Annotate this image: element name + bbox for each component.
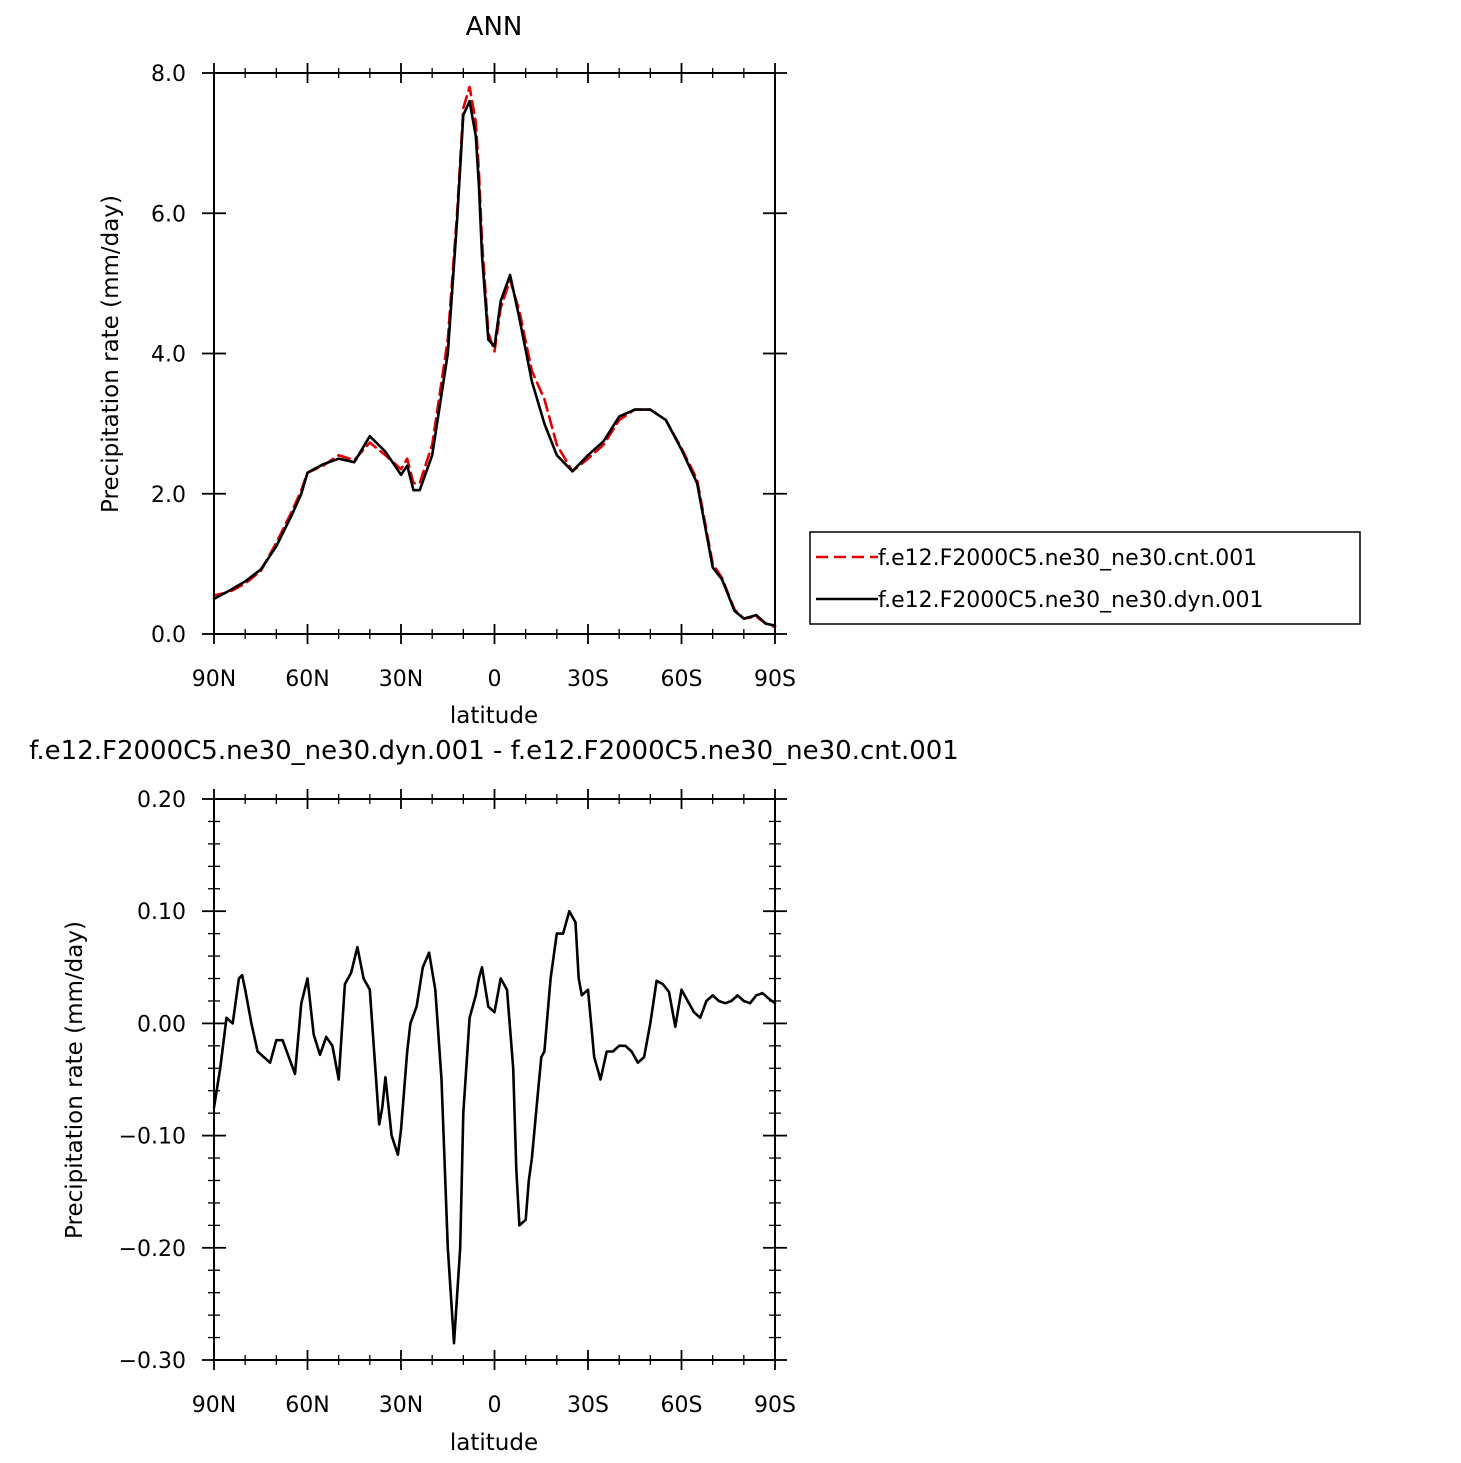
- tick-group: 90N 60N 30N 0 30S 60S 90S 0.0 2.0 4.0 6.0 8.0: [151, 62, 796, 692]
- x-axis-label: latitude: [450, 1430, 538, 1456]
- y-tick-label: 0.20: [137, 788, 186, 813]
- y-tick-label: 4.0: [151, 343, 186, 368]
- y-tick-label: −0.10: [119, 1125, 186, 1150]
- legend-entry-dyn: f.e12.F2000C5.ne30_ne30.dyn.001: [878, 588, 1264, 613]
- y-tick-label: 2.0: [151, 483, 186, 508]
- difference-chart-title: f.e12.F2000C5.ne30_ne30.dyn.001 - f.e12.…: [29, 736, 959, 766]
- x-tick-label: 0: [488, 1393, 502, 1418]
- plot-frame: [213, 798, 776, 1361]
- x-tick-label: 30S: [567, 1393, 609, 1418]
- x-tick-label: 90N: [192, 1393, 236, 1418]
- plot-frame: [213, 72, 776, 635]
- chart-title: ANN: [466, 12, 523, 42]
- x-axis-label: latitude: [450, 703, 538, 729]
- panel-top-annual-precipitation: ANN Precipitation rate (mm/day) latitude…: [98, 12, 796, 729]
- y-tick-label: 0.0: [151, 623, 186, 648]
- series-group: [212, 909, 777, 1345]
- x-tick-label: 60N: [285, 1393, 329, 1418]
- x-tick-label: 90S: [754, 1393, 796, 1418]
- series-line-dyn: [212, 99, 777, 627]
- axes-frame: [213, 72, 776, 635]
- x-tick-label: 90S: [754, 667, 796, 692]
- x-tick-label: 30N: [379, 667, 423, 692]
- legend: f.e12.F2000C5.ne30_ne30.cnt.001 f.e12.F2…: [809, 531, 1361, 625]
- axes-frame: [213, 798, 776, 1361]
- y-tick-label: 0.10: [137, 900, 186, 925]
- series-line-cnt: [212, 85, 777, 629]
- legend-box: [809, 531, 1361, 625]
- y-tick-label: −0.30: [119, 1349, 186, 1374]
- y-tick-label: −0.20: [119, 1237, 186, 1262]
- x-tick-label: 0: [488, 667, 502, 692]
- x-tick-label: 60N: [285, 667, 329, 692]
- y-tick-label: 6.0: [151, 202, 186, 227]
- x-tick-label: 90N: [192, 667, 236, 692]
- x-tick-label: 30N: [379, 1393, 423, 1418]
- panel-bottom-difference: f.e12.F2000C5.ne30_ne30.dyn.001 - f.e12.…: [29, 736, 959, 1456]
- y-axis-label: Precipitation rate (mm/day): [62, 921, 88, 1239]
- x-tick-label: 30S: [567, 667, 609, 692]
- x-tick-label: 60S: [661, 1393, 703, 1418]
- tick-group: 90N 60N 30N 0 30S 60S 90S −0.30 −0.20 −0.10 0.00 0.…: [119, 788, 796, 1418]
- y-axis-label: Precipitation rate (mm/day): [98, 195, 124, 513]
- x-tick-label: 60S: [661, 667, 703, 692]
- series-line-difference: [212, 909, 777, 1345]
- series-group: [212, 85, 777, 629]
- y-tick-label: 0.00: [137, 1012, 186, 1037]
- legend-entry-cnt: f.e12.F2000C5.ne30_ne30.cnt.001: [878, 546, 1257, 571]
- y-tick-label: 8.0: [151, 62, 186, 87]
